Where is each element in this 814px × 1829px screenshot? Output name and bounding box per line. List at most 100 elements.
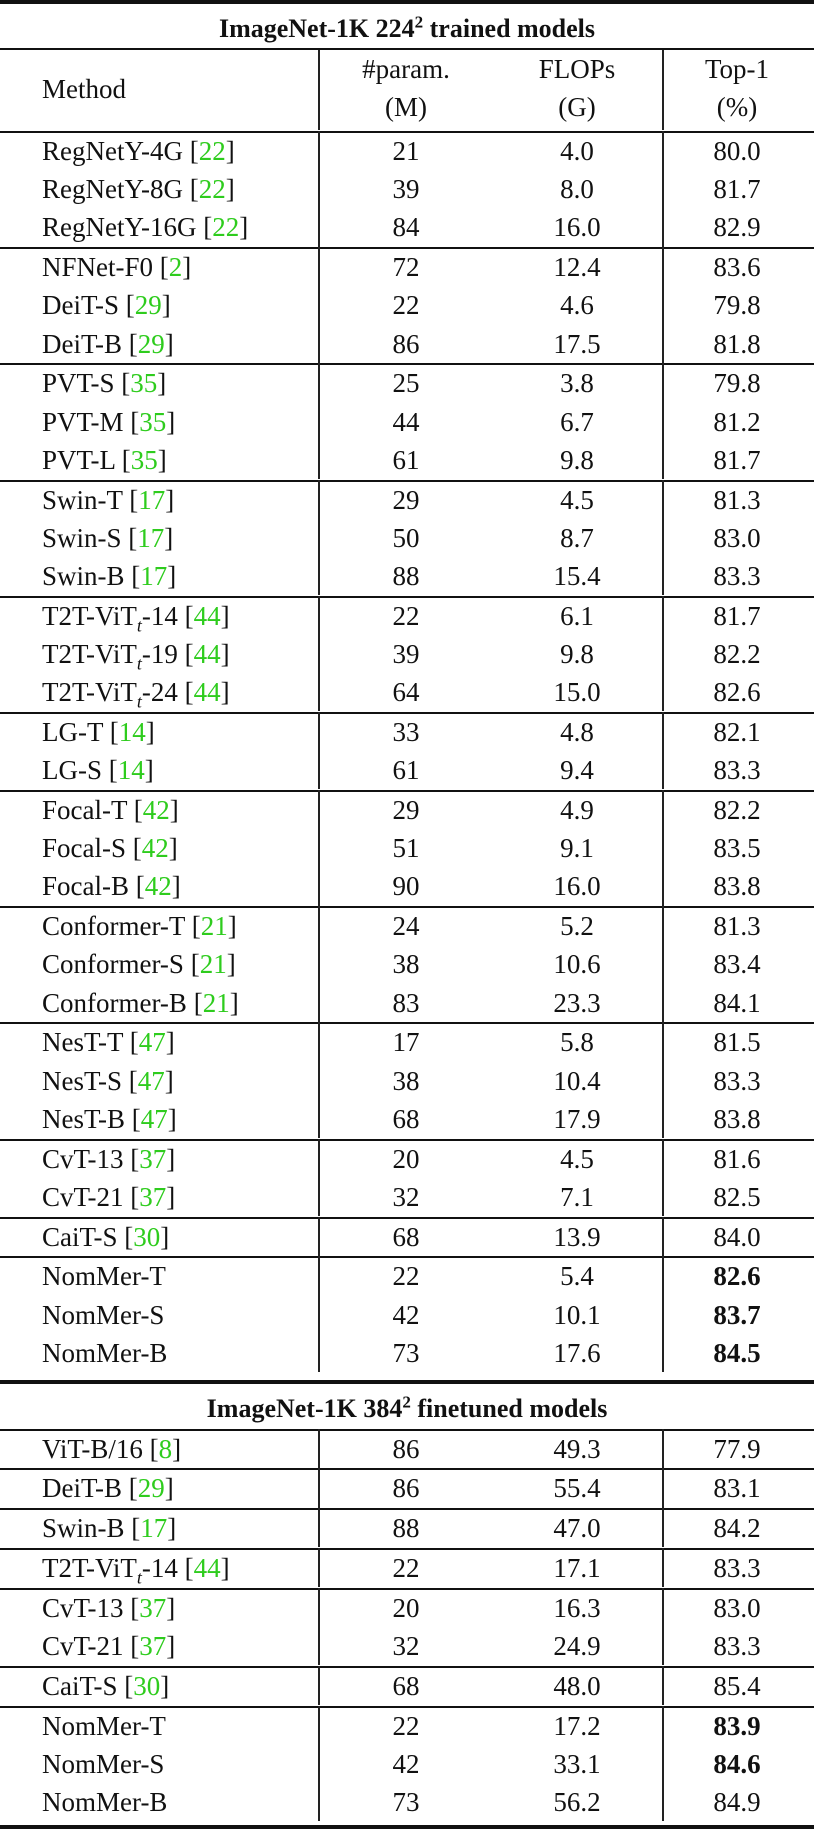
param-cell: 83 (392, 987, 420, 1018)
flops-cell: 17.6 (553, 1337, 601, 1368)
ref-bracket-close: ] (164, 328, 174, 359)
section2-title-suffix: finetuned models (410, 1393, 608, 1423)
param-cell: 84 (392, 212, 420, 243)
method-suffix: -14 (141, 1553, 178, 1583)
ref-bracket-open: [ (122, 484, 139, 515)
method-cell: NomMer-S (42, 1745, 164, 1783)
table-row: PVT-M [35] 44 6.7 81.2 (0, 403, 814, 441)
flops-cell: 9.1 (560, 833, 594, 864)
top1-cell: 81.3 (713, 484, 761, 515)
reference-link: 30 (133, 1221, 161, 1252)
section1-group-rule (0, 595, 814, 598)
ref-bracket-close: ] (167, 1513, 177, 1544)
section1-vline-right (662, 1256, 664, 1372)
reference-link: 35 (139, 406, 167, 437)
method-cell: T2T-ViTt-14 [44] (42, 1549, 230, 1587)
section1-vline-right (662, 1138, 664, 1216)
ref-bracket-open: [ (125, 1103, 141, 1134)
method-name: NesT-S (42, 1065, 123, 1096)
method-name: LG-S (42, 755, 102, 786)
section2-title: ImageNet-1K 3842 finetuned models (0, 1393, 814, 1424)
param-cell: 39 (392, 639, 420, 669)
method-cell: CaiT-S [30] (42, 1218, 169, 1256)
flops-cell: 6.1 (560, 600, 594, 631)
ref-bracket-open: [ (123, 1027, 139, 1058)
reference-link: 29 (137, 1473, 165, 1504)
ref-bracket-open: [ (121, 522, 138, 553)
flops-cell: 56.2 (553, 1787, 601, 1817)
top1-cell: 83.1 (713, 1473, 761, 1504)
method-cell: Conformer-T [21] (42, 907, 237, 945)
param-cell: 38 (392, 949, 420, 980)
method-suffix: -14 (141, 600, 178, 631)
flops-cell: 13.9 (553, 1221, 601, 1252)
section1-group-rule (0, 1216, 814, 1219)
ref-bracket-open: [ (122, 1473, 138, 1504)
reference-link: 22 (198, 136, 226, 166)
ref-bracket-open: [ (186, 987, 203, 1018)
reference-link: 35 (130, 368, 158, 399)
table-row: Focal-B [42] 90 16.0 83.8 (0, 867, 814, 905)
reference-link: 17 (140, 1513, 168, 1544)
top1-cell: 84.9 (713, 1787, 761, 1817)
section2-vline-left (318, 1548, 320, 1588)
section1-title-text: ImageNet-1K 224 (218, 14, 415, 43)
reference-link: 47 (138, 1027, 166, 1058)
flops-cell: 17.2 (553, 1710, 601, 1741)
table-row: T2T-ViTt-14 [44] 22 17.1 83.3 (0, 1549, 814, 1587)
param-cell: 86 (392, 1433, 420, 1464)
param-cell: 86 (392, 328, 420, 359)
top1-cell: 81.7 (713, 174, 761, 205)
method-name: RegNetY-16G (42, 212, 197, 243)
method-name: Focal-B (42, 871, 129, 902)
top1-cell: 82.9 (713, 212, 761, 243)
reference-link: 14 (117, 755, 145, 786)
top1-cell: 83.3 (713, 1631, 761, 1661)
top1-cell: 82.6 (713, 1261, 761, 1292)
top1-cell: 81.5 (713, 1027, 761, 1058)
ref-bracket-open: [ (184, 911, 201, 942)
method-cell: Focal-S [42] (42, 829, 178, 867)
reference-link: 37 (139, 1181, 167, 1212)
method-name: ViT-B/16 (42, 1433, 143, 1464)
method-cell: CvT-13 [37] (42, 1140, 175, 1178)
method-cell: NesT-B [47] (42, 1100, 177, 1138)
reference-link: 42 (142, 795, 170, 825)
flops-cell: 4.6 (560, 290, 594, 321)
section1-vline-left (318, 1256, 320, 1372)
section2-vline-left (318, 1705, 320, 1822)
param-cell: 61 (392, 755, 420, 786)
ref-bracket-open: [ (124, 1513, 141, 1544)
flops-cell: 5.4 (560, 1261, 594, 1292)
table-row: RegNetY-8G [22] 39 8.0 81.7 (0, 170, 814, 208)
param-cell: 21 (392, 136, 420, 166)
ref-bracket-close: ] (157, 444, 167, 475)
reference-link: 17 (140, 561, 168, 591)
param-cell: 39 (392, 174, 420, 205)
param-cell: 20 (392, 1592, 420, 1623)
top1-cell: 83.7 (713, 1299, 761, 1330)
method-cell: Swin-S [17] (42, 519, 173, 557)
section1-vline-left (318, 906, 320, 1022)
section2-group-rule (0, 1705, 814, 1708)
flops-cell: 10.4 (553, 1065, 601, 1096)
method-name: Conformer-T (42, 911, 185, 942)
method-cell: Focal-T [42] (42, 791, 179, 829)
flops-cell: 49.3 (553, 1433, 601, 1464)
top1-cell: 83.0 (713, 1592, 761, 1623)
ref-bracket-close: ] (171, 871, 181, 902)
table-row: NesT-T [47] 17 5.8 81.5 (0, 1023, 814, 1061)
ref-bracket-close: ] (166, 406, 176, 437)
table-row: LG-T [14] 33 4.8 82.1 (0, 713, 814, 751)
ref-bracket-open: [ (117, 1221, 134, 1252)
top1-cell: 83.3 (713, 755, 761, 786)
section1-vline-left (318, 1022, 320, 1138)
reference-link: 17 (137, 522, 165, 553)
table-row: Swin-B [17] 88 47.0 84.2 (0, 1509, 814, 1547)
param-cell: 22 (392, 1553, 420, 1583)
method-name: Focal-T (42, 795, 127, 825)
method-name: RegNetY-8G (42, 174, 183, 205)
table-row: NesT-S [47] 38 10.4 83.3 (0, 1062, 814, 1100)
method-cell: CvT-13 [37] (42, 1589, 175, 1627)
method-name: PVT-L (42, 444, 116, 475)
